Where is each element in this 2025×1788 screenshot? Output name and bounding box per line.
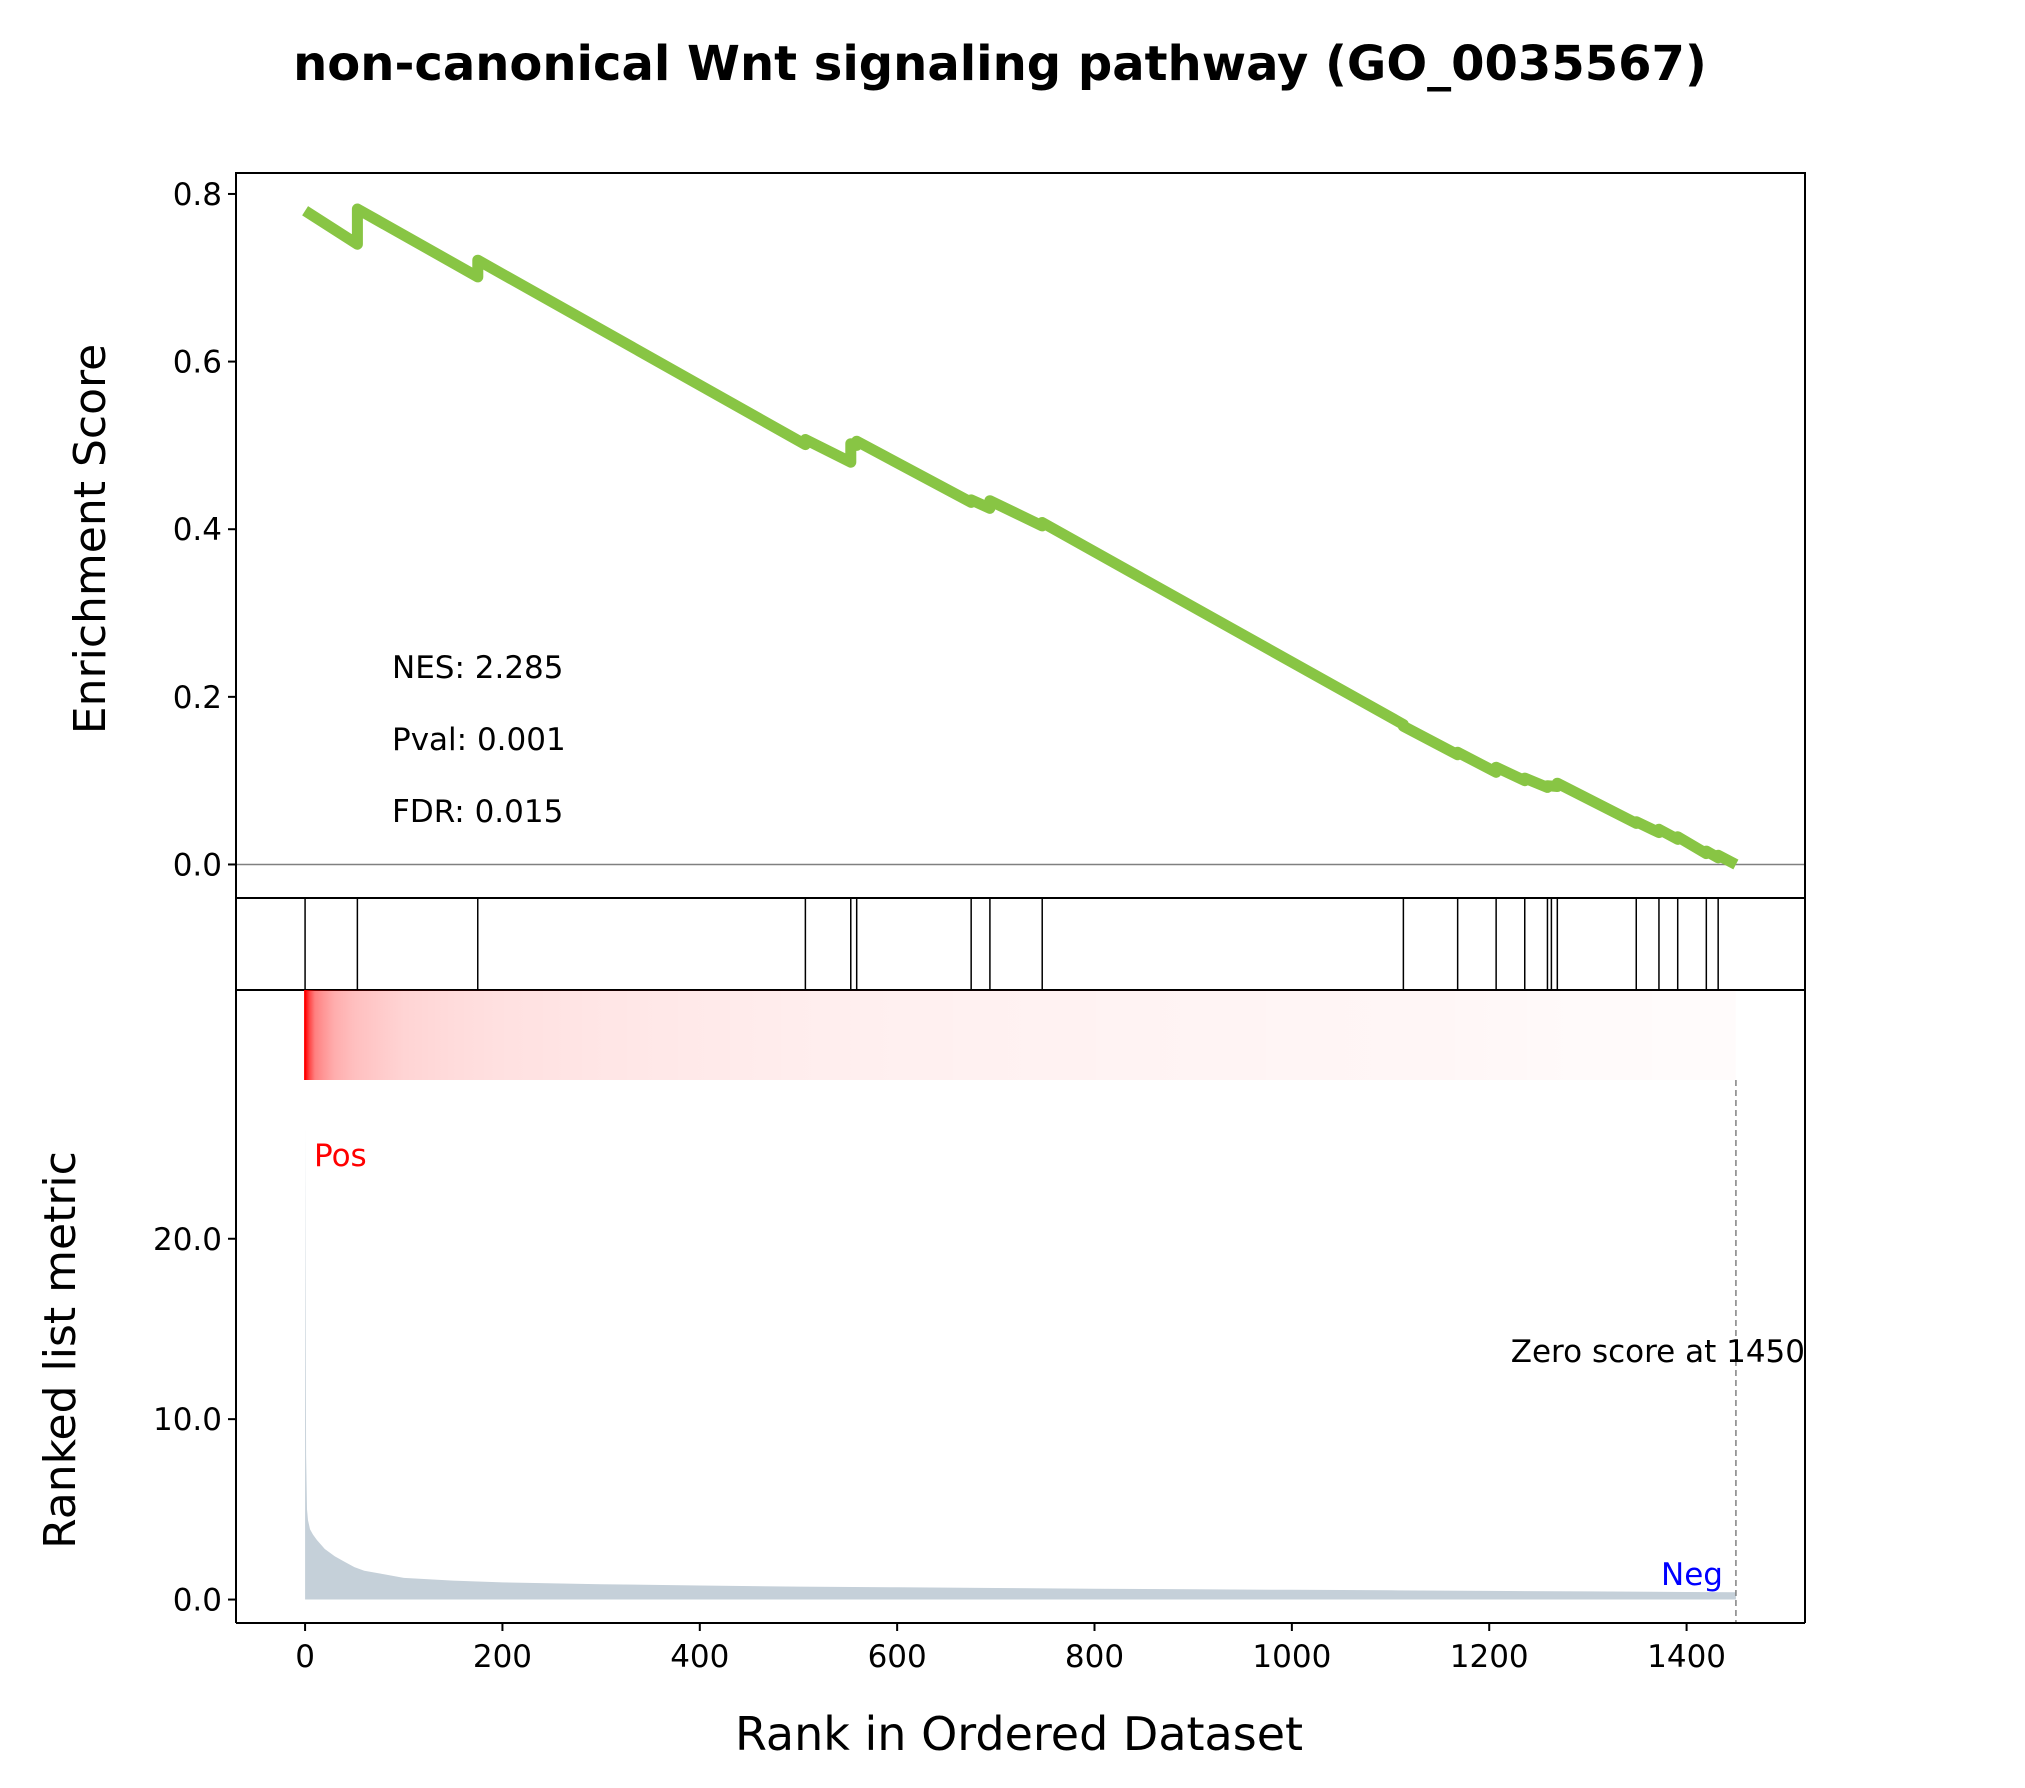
es-panel: 0.0 0.2 0.4 0.6 0.8 [173, 172, 1806, 899]
nes-annotation: NES: 2.285 [392, 650, 564, 686]
hits-panel [235, 897, 1806, 991]
x-tick-label: 1400 [1647, 1639, 1726, 1675]
pos-label: Pos [314, 1138, 367, 1174]
metric-tick-label: 10.0 [153, 1402, 222, 1438]
x-axis: 0 200 400 600 800 1000 1200 1400 [295, 1623, 1726, 1675]
es-axis-label: Enrichment Score [65, 344, 116, 734]
x-tick-label: 600 [868, 1639, 927, 1675]
x-axis-label: Rank in Ordered Dataset [735, 1707, 1303, 1761]
x-tick-label: 200 [473, 1639, 532, 1675]
pval-annotation: Pval: 0.001 [392, 722, 566, 758]
metric-tick-label: 20.0 [153, 1222, 222, 1258]
es-tick-label: 0.2 [173, 680, 222, 716]
x-tick-label: 1200 [1450, 1639, 1529, 1675]
fdr-annotation: FDR: 0.015 [392, 794, 563, 830]
es-tick-label: 0.0 [173, 847, 222, 883]
metric-tick-label: 0.0 [173, 1583, 222, 1619]
es-tick-label: 0.6 [173, 345, 222, 381]
es-tick-label: 0.8 [173, 177, 222, 213]
x-tick-label: 1000 [1252, 1639, 1331, 1675]
x-tick-label: 800 [1065, 1639, 1124, 1675]
heatmap-strip [305, 990, 1736, 1080]
zero-score-label: Zero score at 1450 [1511, 1334, 1805, 1370]
metric-axis-label: Ranked list metric [35, 1151, 86, 1549]
es-series-line [302, 203, 1739, 870]
chart-title: non-canonical Wnt signaling pathway (GO_… [293, 36, 1707, 92]
neg-label: Neg [1661, 1557, 1723, 1593]
es-tick-label: 0.4 [173, 512, 222, 548]
x-tick-label: 400 [670, 1639, 729, 1675]
metric-panel: 0.0 10.0 20.0 [153, 990, 1806, 1624]
hits-frame [235, 897, 1806, 991]
x-tick-label: 0 [295, 1639, 315, 1675]
